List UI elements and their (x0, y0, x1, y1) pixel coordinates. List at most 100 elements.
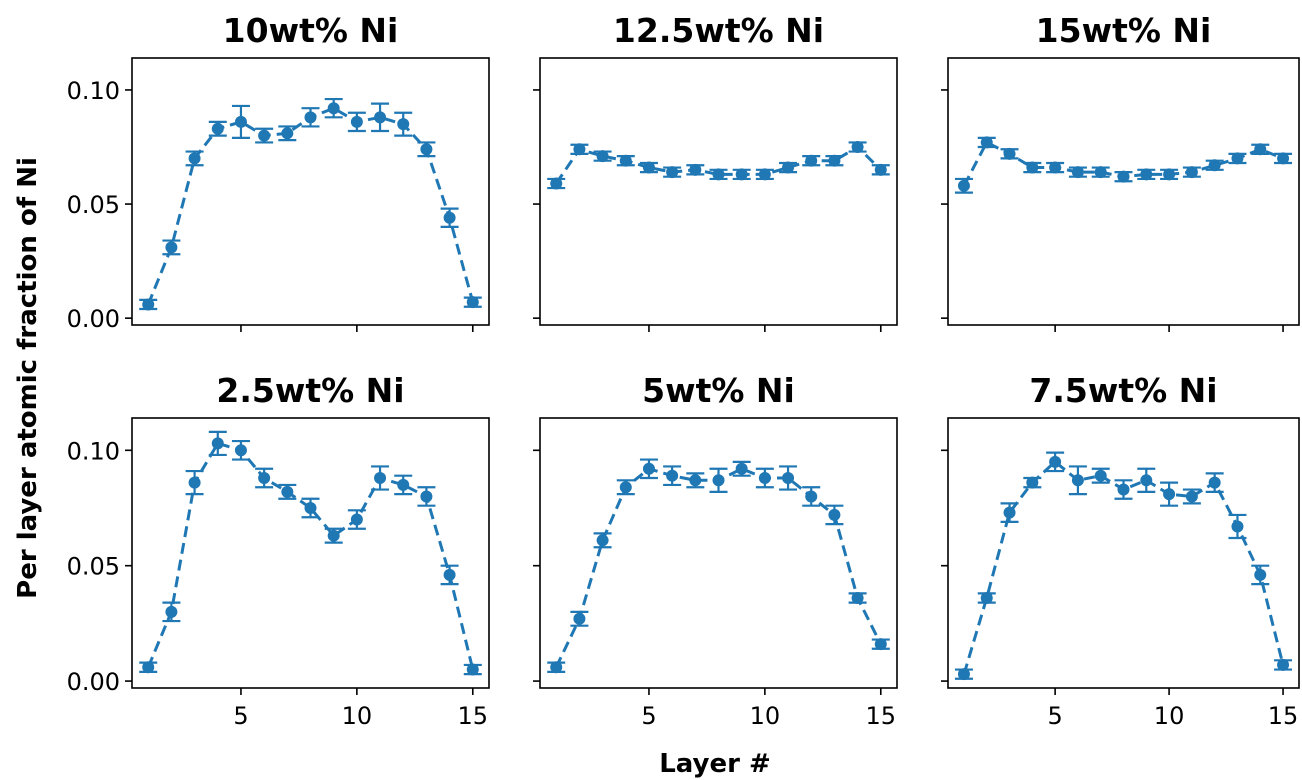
data-point (211, 437, 224, 450)
data-point (1208, 476, 1221, 489)
data-point (420, 490, 433, 503)
data-point (1094, 469, 1107, 482)
data-point (397, 478, 410, 491)
data-point (281, 485, 294, 498)
subplot-6: 7.5wt% Ni 5 10 15 (941, 371, 1300, 730)
data-point (828, 154, 841, 167)
data-point (1254, 568, 1267, 581)
data-point (327, 102, 340, 115)
data-point (596, 150, 609, 163)
subplot-title: 15wt% Ni (1036, 11, 1212, 50)
data-point (1185, 166, 1198, 179)
plot-frame (131, 417, 490, 689)
plot-frame (947, 57, 1300, 326)
data-point (619, 481, 632, 494)
data-point (466, 663, 479, 676)
data-point (642, 462, 655, 475)
data-point (758, 472, 771, 484)
x-axis-label: Layer # (659, 749, 771, 779)
data-point (1094, 166, 1107, 179)
data-point (258, 472, 271, 484)
data-point (350, 115, 363, 128)
data-point (805, 490, 818, 503)
data-point (735, 462, 748, 475)
series-line (146, 106, 475, 306)
data-point (281, 127, 294, 140)
data-point (1026, 476, 1039, 489)
data-point (350, 513, 363, 526)
data-point (1117, 483, 1130, 496)
data-point (1049, 161, 1062, 174)
series-line (554, 467, 883, 668)
data-point (782, 472, 795, 484)
data-point (1071, 474, 1084, 487)
x-tick-label: 10 (1154, 702, 1185, 730)
x-tick-label: 10 (342, 702, 373, 730)
data-point (874, 638, 887, 651)
subplot-grid: 10wt% Ni 0.00 0.05 0.10 12.5wt% Ni 15wt% Ni 2.… (67, 11, 1300, 730)
data-point (573, 143, 586, 156)
data-point (619, 154, 632, 167)
data-point (165, 241, 178, 254)
data-point (1003, 506, 1016, 519)
data-point (142, 661, 155, 674)
data-point (304, 502, 317, 514)
data-point (1140, 474, 1153, 487)
data-point (1071, 166, 1084, 179)
x-tick-label: 15 (865, 702, 896, 730)
data-point (1140, 168, 1153, 181)
data-point (957, 668, 970, 681)
data-point (165, 605, 178, 618)
plot-frame (131, 57, 490, 326)
data-point (1231, 152, 1244, 165)
data-point (782, 161, 795, 174)
data-point (1208, 159, 1221, 172)
subplot-5: 5wt% Ni 5 10 15 (533, 371, 898, 730)
data-point (1277, 658, 1290, 671)
data-point (957, 179, 970, 192)
data-point (188, 476, 201, 489)
plot-frame (539, 57, 898, 326)
plot-frame (947, 417, 1300, 689)
data-point (712, 168, 725, 181)
y-tick-label: 0.00 (67, 668, 120, 696)
data-point (1163, 168, 1176, 181)
data-point (1163, 488, 1176, 501)
y-tick-label: 0.00 (67, 305, 120, 333)
x-tick-label: 10 (750, 702, 781, 730)
data-point (851, 141, 864, 153)
data-point (211, 122, 224, 135)
data-point (851, 592, 864, 604)
data-point (1254, 143, 1267, 156)
data-point (874, 163, 887, 176)
data-point (1117, 170, 1130, 183)
data-point (1231, 520, 1244, 533)
data-point (642, 161, 655, 174)
data-point (689, 474, 702, 487)
data-point (735, 168, 748, 181)
subplot-title: 12.5wt% Ni (613, 11, 824, 50)
data-point (1185, 490, 1198, 503)
data-point (666, 469, 679, 482)
series-line (554, 145, 882, 185)
subplot-title: 10wt% Ni (223, 11, 399, 50)
data-point (1277, 152, 1290, 165)
data-point (550, 661, 563, 674)
series-line (146, 441, 475, 670)
subplot-title: 7.5wt% Ni (1029, 371, 1217, 410)
subplot-title: 2.5wt% Ni (216, 371, 404, 410)
subplot-title: 5wt% Ni (642, 371, 795, 410)
x-tick-label: 15 (457, 702, 488, 730)
subplot-2: 12.5wt% Ni (533, 11, 898, 332)
data-point (397, 118, 410, 131)
x-tick-label: 15 (1268, 702, 1299, 730)
data-point (443, 211, 456, 224)
y-tick-label: 0.10 (67, 437, 120, 465)
x-tick-label: 5 (1047, 702, 1062, 730)
data-point (234, 115, 247, 128)
y-tick-label: 0.10 (67, 77, 120, 105)
data-point (327, 529, 340, 542)
data-point (596, 534, 609, 547)
y-axis-label: Per layer atomic fraction of Ni (13, 157, 43, 599)
